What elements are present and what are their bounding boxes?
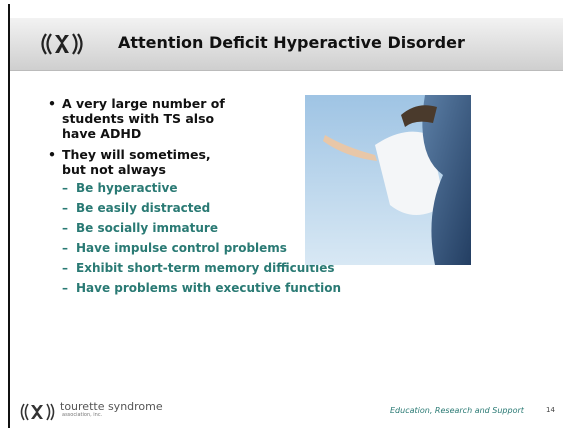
- bullet: They will sometimes, but not always Be hy…: [62, 147, 341, 295]
- sub-bullet: Have impulse control problems: [62, 241, 341, 255]
- footer-tagline: Education, Research and Support: [390, 406, 524, 415]
- bullet-text: A very large number of students with TS …: [62, 96, 232, 141]
- sub-bullet: Be easily distracted: [62, 201, 341, 215]
- page-number: 14: [546, 406, 555, 414]
- slide-title: Attention Deficit Hyperactive Disorder: [118, 33, 465, 52]
- sub-bullet: Have problems with executive function: [62, 281, 341, 295]
- bullet-text: They will sometimes, but not always: [62, 147, 232, 177]
- logo-icon: [38, 31, 86, 57]
- sub-bullet: Be hyperactive: [62, 181, 341, 195]
- sub-bullet: Be socially immature: [62, 221, 341, 235]
- header-band: Attention Deficit Hyperactive Disorder: [10, 18, 563, 71]
- footer-logo: [18, 402, 58, 422]
- slide: Attention Deficit Hyperactive Disorder A…: [0, 0, 573, 432]
- footer-org-sub: association, inc.: [62, 412, 102, 418]
- bullet-list: A very large number of students with TS …: [62, 96, 341, 301]
- photo: [305, 95, 471, 265]
- sub-bullet: Exhibit short-term memory difficulties: [62, 261, 341, 275]
- sub-list: Be hyperactive Be easily distracted Be soc…: [62, 181, 341, 295]
- bullet: A very large number of students with TS …: [62, 96, 341, 141]
